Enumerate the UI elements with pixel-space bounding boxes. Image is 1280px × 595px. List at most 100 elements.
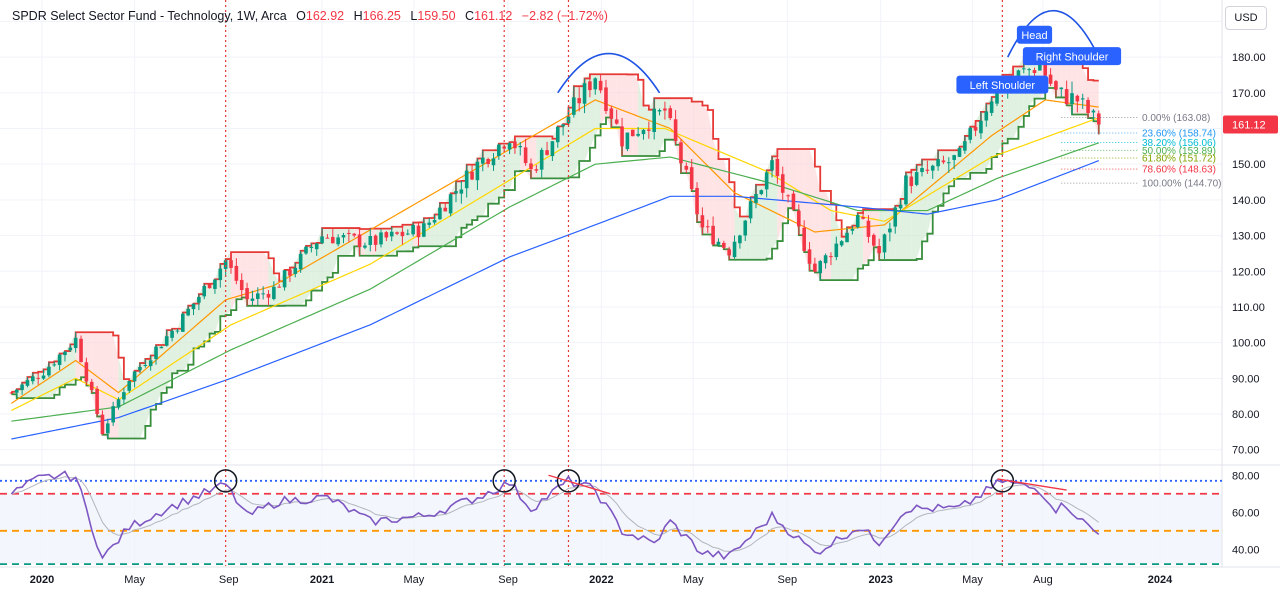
cloud-segment [482,150,489,217]
candle-body [1086,99,1090,114]
candle-body [754,193,758,203]
pattern-label-text: Right Shoulder [1036,52,1109,64]
cloud-segment [188,303,194,365]
candle-body [47,366,51,376]
candle-body [839,241,844,246]
currency-button[interactable]: USD [1225,6,1267,30]
time-tick-label: 2024 [1148,574,1173,586]
candle-body [700,215,705,228]
rsi-tick-label: 60.00 [1232,507,1260,519]
candle-body [743,220,748,236]
time-tick-label: May [404,574,425,586]
candle-body [79,338,83,362]
rsi-peak-circle [556,469,581,493]
candle-body [722,242,726,248]
cloud-segment [729,182,735,260]
candle-body [470,171,474,180]
candle-body [663,108,667,111]
candle-body [604,87,608,112]
candle-body [630,129,635,137]
candle-body [443,207,448,212]
cloud-segment [364,228,371,256]
cloud-upper-line [11,50,1099,393]
cloud-segment [713,138,719,247]
long-ma-line [11,160,1099,440]
cloud-segment [134,363,140,439]
candle-body [223,260,228,269]
candle-body [480,157,485,164]
candle-body [914,172,919,185]
cloud-segment [257,252,264,306]
candle-body [593,78,598,90]
candle-body [582,83,587,104]
candle-body [148,360,153,367]
candle-body [780,174,785,193]
pattern-label: Right Shoulder [1022,47,1122,66]
cloud-segment [782,149,789,224]
candle-body [207,284,212,289]
price-tick-label: 80.00 [1232,409,1260,421]
candle-body [529,163,533,170]
cloud-segment [429,214,435,247]
candle-body [218,268,223,281]
cloud-segment [102,332,108,439]
candle-body [336,237,340,245]
candle-body [936,159,940,167]
rsi-peak-circle [990,469,1015,493]
candle-body [154,346,158,360]
candle-body [577,98,581,104]
candle-body [368,235,373,245]
candle-body [732,241,737,258]
cloud-segment [509,136,515,191]
cloud-segment [809,149,815,273]
candle-body [1048,74,1053,84]
candle-body [255,293,260,299]
candle-body [89,381,94,390]
time-tick-label: Sep [498,574,518,586]
candle-body [277,286,282,288]
candle-body [641,129,646,135]
candle-body [282,270,287,288]
candle-body [984,111,989,121]
candle-body [234,265,239,281]
price-tick-label: 140.00 [1232,195,1266,207]
candle-body [1096,113,1101,125]
candle-body [197,296,201,303]
pattern-label: Left Shoulder [956,75,1049,94]
candle-body [625,132,630,150]
candle-body [475,161,480,181]
candle-body [561,124,565,127]
slow-ma-line [11,142,1099,422]
candle-body [352,233,357,236]
candle-body [925,169,930,171]
candle-body [363,245,367,248]
candle-body [68,347,73,351]
price-tick-label: 170.00 [1232,88,1266,100]
fib-level-label: 50.00% (153.89) [1142,146,1216,157]
fib-level-label: 78.60% (148.63) [1142,165,1216,176]
candle-body [979,120,983,134]
symbol-title: SPDR Select Sector Fund - Technology, 1W… [12,9,287,23]
candle-body [716,241,721,245]
candle-body [1016,70,1021,78]
candle-body [191,303,196,310]
candle-body [63,351,67,356]
candle-body [389,231,394,237]
candle-body [14,389,19,393]
candle-body [882,234,887,253]
candle-body [657,110,662,112]
pattern-label: Head [1016,25,1053,44]
candle-body [748,201,753,219]
candle-body [395,232,399,234]
candle-body [1038,63,1042,71]
candle-body [888,228,892,233]
candle-body [95,388,99,414]
candle-body [164,336,169,346]
rsi-tick-label: 40.00 [1232,544,1260,556]
cloud-segment [702,105,708,235]
candle-body [534,169,539,171]
candle-body [229,260,233,268]
rsi-signal-line [11,476,1100,552]
low-key: L [410,9,418,23]
